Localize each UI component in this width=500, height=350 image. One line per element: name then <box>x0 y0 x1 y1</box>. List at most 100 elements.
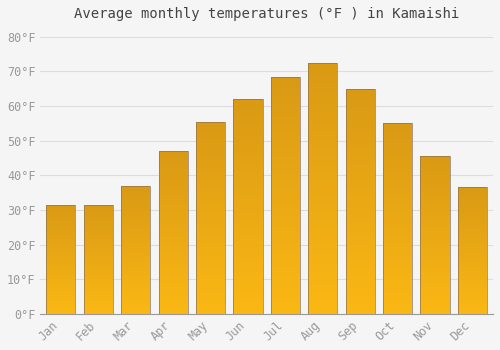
Bar <box>84 243 113 244</box>
Bar <box>458 275 487 276</box>
Bar <box>234 110 262 112</box>
Bar <box>46 287 76 288</box>
Bar <box>383 217 412 219</box>
Bar <box>234 118 262 120</box>
Bar <box>234 288 262 290</box>
Bar <box>84 302 113 303</box>
Bar <box>458 292 487 294</box>
Bar <box>46 267 76 268</box>
Bar <box>121 208 150 209</box>
Bar <box>196 312 225 314</box>
Bar <box>196 164 225 166</box>
Bar <box>158 187 188 189</box>
Bar <box>346 226 375 228</box>
Bar <box>271 229 300 231</box>
Bar <box>234 196 262 198</box>
Bar <box>46 233 76 234</box>
Bar <box>383 312 412 314</box>
Bar <box>234 224 262 226</box>
Bar <box>234 243 262 245</box>
Bar <box>121 209 150 210</box>
Bar <box>383 177 412 178</box>
Bar <box>420 223 450 224</box>
Bar <box>420 270 450 271</box>
Bar <box>158 226 188 228</box>
Bar <box>458 238 487 239</box>
Bar <box>346 237 375 239</box>
Bar <box>46 281 76 282</box>
Bar <box>383 304 412 306</box>
Bar <box>234 127 262 129</box>
Bar <box>46 268 76 269</box>
Bar <box>46 279 76 280</box>
Bar <box>271 278 300 281</box>
Bar <box>121 222 150 223</box>
Bar <box>346 212 375 215</box>
Bar <box>46 255 76 256</box>
Bar <box>121 225 150 227</box>
Bar <box>234 275 262 277</box>
Bar <box>271 119 300 121</box>
Bar <box>158 162 188 164</box>
Bar <box>196 272 225 273</box>
Bar <box>121 227 150 228</box>
Bar <box>234 194 262 196</box>
Bar <box>346 120 375 122</box>
Bar <box>121 231 150 232</box>
Bar <box>383 219 412 220</box>
Bar <box>46 250 76 251</box>
Bar <box>420 243 450 245</box>
Bar <box>346 298 375 300</box>
Bar <box>346 174 375 176</box>
Bar <box>383 160 412 161</box>
Bar <box>158 298 188 299</box>
Bar <box>121 293 150 295</box>
Bar <box>158 232 188 234</box>
Bar <box>196 252 225 254</box>
Bar <box>383 299 412 301</box>
Bar <box>383 281 412 284</box>
Bar <box>346 285 375 287</box>
Bar <box>46 220 76 221</box>
Bar <box>383 301 412 302</box>
Bar <box>346 140 375 143</box>
Bar <box>420 267 450 268</box>
Bar <box>158 273 188 275</box>
Bar <box>158 264 188 265</box>
Bar <box>420 278 450 279</box>
Bar <box>158 169 188 170</box>
Bar <box>121 215 150 216</box>
Bar <box>346 152 375 154</box>
Bar <box>346 183 375 186</box>
Bar <box>458 277 487 279</box>
Bar <box>121 281 150 282</box>
Bar <box>196 148 225 150</box>
Bar <box>196 210 225 212</box>
Bar <box>84 304 113 305</box>
Bar <box>196 121 225 314</box>
Bar <box>420 159 450 161</box>
Bar <box>271 150 300 153</box>
Bar <box>271 214 300 217</box>
Bar <box>121 311 150 313</box>
Bar <box>271 145 300 148</box>
Bar <box>308 133 338 135</box>
Bar <box>308 120 338 123</box>
Bar <box>46 218 76 219</box>
Bar <box>308 75 338 78</box>
Bar <box>346 111 375 113</box>
Bar <box>84 210 113 211</box>
Bar <box>458 230 487 232</box>
Bar <box>158 272 188 273</box>
Bar <box>46 228 76 229</box>
Bar <box>84 228 113 229</box>
Bar <box>420 262 450 264</box>
Bar <box>458 287 487 289</box>
Bar <box>121 211 150 212</box>
Bar <box>308 301 338 304</box>
Bar <box>308 304 338 306</box>
Bar <box>383 262 412 264</box>
Bar <box>46 293 76 294</box>
Bar <box>196 160 225 162</box>
Bar <box>121 201 150 202</box>
